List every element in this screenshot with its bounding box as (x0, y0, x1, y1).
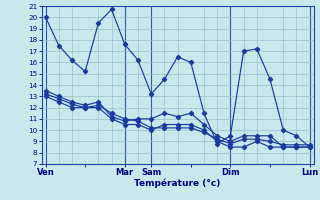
X-axis label: Température (°c): Température (°c) (134, 179, 221, 188)
